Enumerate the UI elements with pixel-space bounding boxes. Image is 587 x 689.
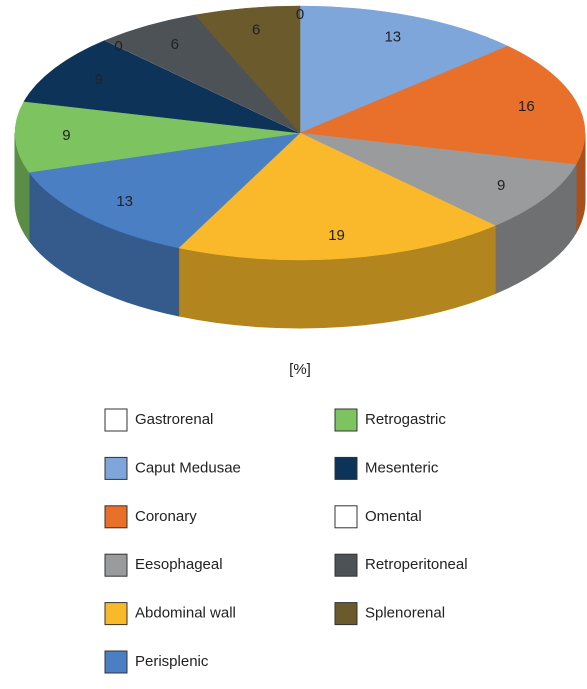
legend-label: Retrogastric [365,411,446,428]
data-label: 13 [116,193,133,210]
legend-label: Caput Medusae [135,459,241,476]
legend-swatch [334,602,358,626]
legend-swatch [104,456,128,480]
legend-swatch [334,553,358,577]
data-label: 0 [296,6,304,23]
data-label: 9 [95,71,103,88]
legend-swatch [334,456,358,480]
data-label: 0 [114,38,122,55]
legend-label: Abdominal wall [135,605,236,622]
data-label: 13 [384,28,401,45]
data-label: 9 [497,177,505,194]
legend-label: Perisplenic [135,653,209,670]
legend-label: Mesenteric [365,459,439,476]
legend-swatch [334,408,358,432]
data-label: 9 [62,127,70,144]
legend-swatch [104,505,128,529]
legend-label: Gastrorenal [135,411,213,428]
pie-slice [299,132,577,226]
legend-swatch [104,553,128,577]
data-label: 19 [328,227,345,244]
legend-swatch [104,602,128,626]
data-label: 6 [171,36,179,53]
axis-label: [%] [289,361,311,378]
legend-swatch [334,505,358,529]
pie-slice [299,5,509,134]
pie-slice [299,45,586,165]
legend-label: Retroperitoneal [365,556,468,573]
legend-label: Splenorenal [365,605,445,622]
data-label: 16 [518,98,535,115]
pie-slice [28,132,301,249]
legend-swatch [104,650,128,674]
legend-label: Eesophageal [135,556,223,573]
pie-slice [178,132,496,261]
pie-slice [14,101,301,173]
legend-swatch [104,408,128,432]
legend-label: Coronary [135,508,197,525]
pie-slice [23,40,301,134]
legend-label: Omental [365,508,422,525]
data-label: 6 [252,22,260,39]
pie-slice [194,5,301,134]
